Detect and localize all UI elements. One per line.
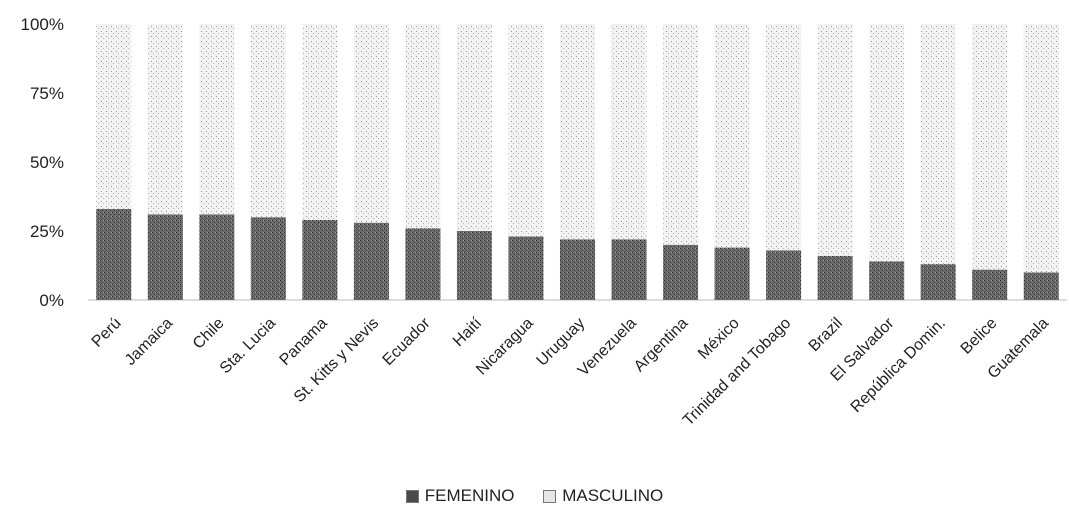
- y-tick-label: 25%: [30, 222, 64, 241]
- bar-masculino: [96, 24, 132, 209]
- x-category-label: Jamaica: [122, 315, 176, 369]
- bar-femenino: [405, 228, 441, 300]
- bar-masculino: [817, 24, 853, 256]
- bar-masculino: [508, 24, 544, 237]
- x-category-label: Belice: [958, 315, 1001, 358]
- bar-femenino: [147, 214, 183, 300]
- bar-femenino: [302, 219, 338, 300]
- legend-label-femenino: FEMENINO: [424, 486, 515, 505]
- x-category-label: Perú: [89, 315, 125, 351]
- x-category-label: República Domin.: [848, 315, 949, 416]
- y-tick-label: 100%: [21, 15, 64, 34]
- bar-masculino: [456, 24, 492, 231]
- bar-femenino: [353, 222, 389, 300]
- x-category-label: Ecuador: [380, 314, 435, 369]
- bar-masculino: [920, 24, 956, 265]
- bar-masculino: [869, 24, 905, 262]
- y-tick-label: 75%: [30, 84, 64, 103]
- legend-label-masculino: MASCULINO: [562, 486, 664, 505]
- bar-femenino: [869, 261, 905, 300]
- legend-swatch-femenino: [405, 489, 419, 503]
- bar-femenino: [611, 239, 647, 300]
- bar-femenino: [199, 214, 235, 300]
- legend-item-masculino: MASCULINO: [543, 486, 663, 506]
- bar-masculino: [147, 24, 183, 215]
- bar-femenino: [559, 239, 596, 300]
- bar-femenino: [817, 255, 853, 300]
- bar-masculino: [405, 24, 441, 229]
- y-tick-label: 50%: [30, 153, 64, 172]
- bar-femenino: [920, 264, 956, 300]
- bar-femenino: [1023, 272, 1059, 300]
- legend-swatch-masculino: [543, 489, 557, 503]
- bar-femenino: [972, 269, 1008, 300]
- bar-masculino: [766, 24, 802, 251]
- bar-femenino: [96, 208, 132, 300]
- bar-femenino: [714, 247, 750, 300]
- bar-masculino: [353, 24, 389, 223]
- bar-femenino: [766, 250, 802, 300]
- bar-masculino: [972, 24, 1008, 270]
- bar-femenino: [508, 236, 544, 300]
- bar-masculino: [663, 24, 699, 245]
- bar-femenino: [250, 217, 286, 300]
- legend: FEMENINO MASCULINO: [0, 486, 1069, 508]
- bar-femenino: [663, 244, 699, 300]
- bar-femenino: [456, 231, 492, 300]
- x-category-label: Brazil: [806, 315, 846, 355]
- x-category-label: Nicaragua: [473, 315, 537, 379]
- x-category-label: Panama: [277, 315, 331, 369]
- bar-masculino: [1023, 24, 1059, 273]
- bar-masculino: [250, 24, 286, 218]
- bar-masculino: [714, 24, 750, 248]
- x-category-label: Sta. Lucia: [217, 315, 279, 377]
- y-tick-label: 0%: [39, 291, 64, 310]
- bar-masculino: [199, 24, 235, 215]
- x-category-label: México: [695, 315, 743, 363]
- bar-masculino: [302, 24, 338, 220]
- x-category-label: Chile: [190, 315, 228, 353]
- x-category-label: Haití: [450, 314, 486, 350]
- x-category-label: Argentina: [631, 315, 692, 376]
- bar-masculino: [611, 24, 647, 240]
- bars: [96, 24, 1059, 300]
- legend-item-femenino: FEMENINO: [405, 486, 515, 506]
- bar-masculino: [559, 24, 596, 240]
